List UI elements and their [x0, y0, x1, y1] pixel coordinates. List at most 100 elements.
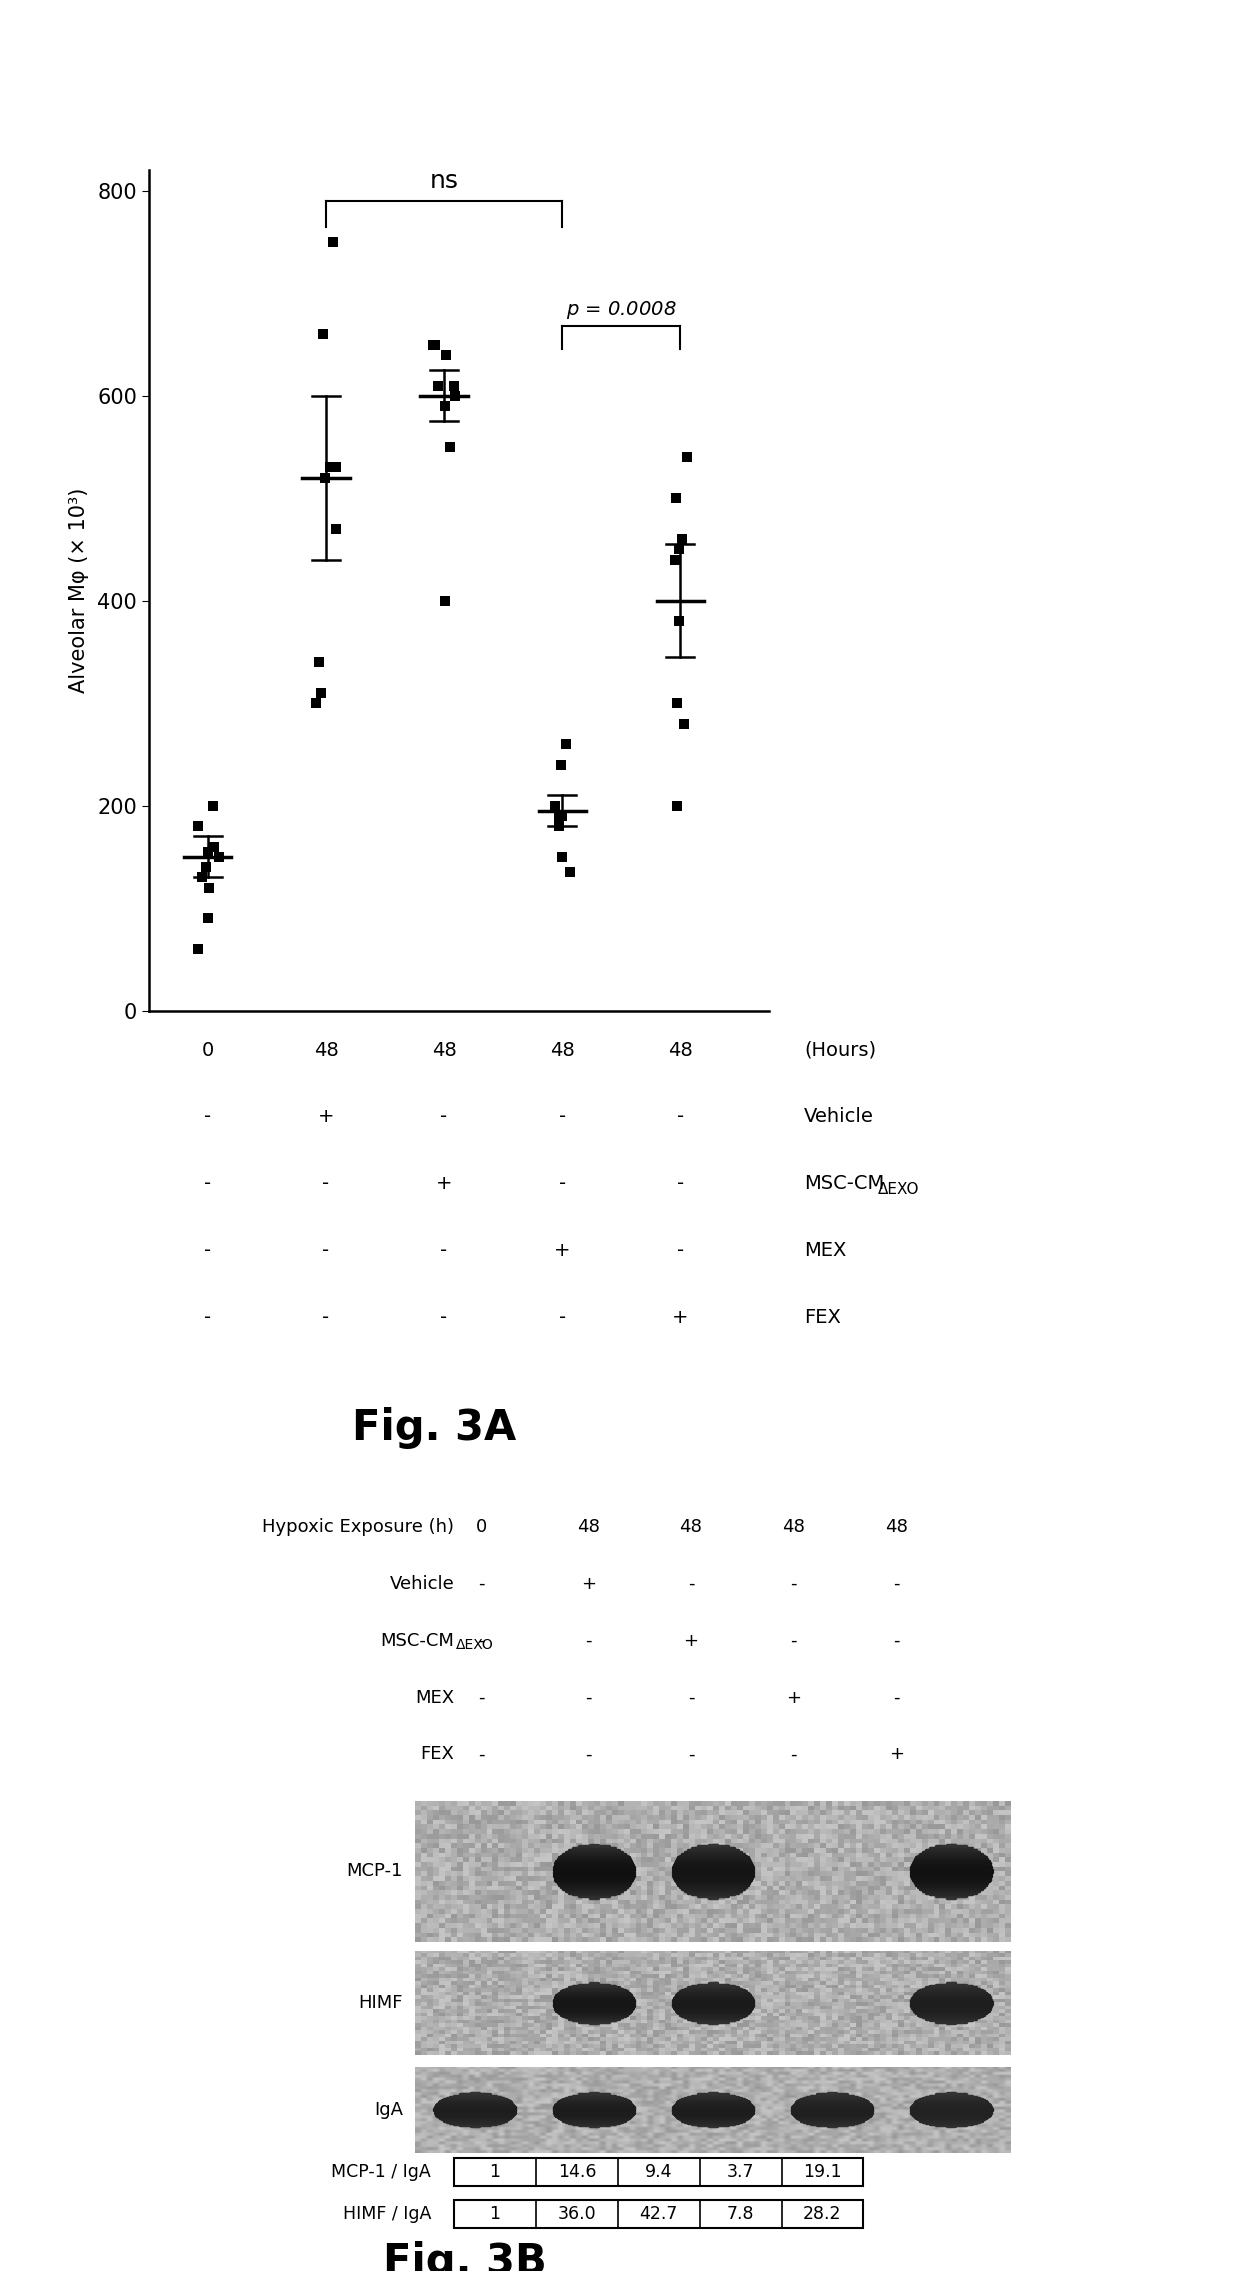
Text: -: - [688, 1576, 694, 1592]
Point [203, 788, 223, 824]
Text: -: - [790, 1576, 797, 1592]
Point [672, 520, 692, 556]
Text: Fig. 3B: Fig. 3B [383, 2241, 547, 2271]
Point [560, 854, 580, 890]
Text: MSC-CM: MSC-CM [805, 1174, 884, 1192]
Text: ns: ns [429, 168, 459, 193]
Y-axis label: Alveolar Mφ (× 10³): Alveolar Mφ (× 10³) [68, 488, 89, 693]
Text: -: - [893, 1576, 899, 1592]
Point [670, 531, 689, 568]
Text: -: - [893, 1690, 899, 1706]
Text: ΔEXO: ΔEXO [456, 1637, 494, 1653]
Text: HIMF: HIMF [358, 1994, 403, 2012]
Text: +: + [317, 1108, 335, 1126]
Text: +: + [786, 1690, 801, 1706]
Point [198, 833, 218, 870]
Point [425, 327, 445, 363]
Text: -: - [688, 1690, 694, 1706]
Point [444, 368, 464, 404]
Text: -: - [322, 1308, 330, 1326]
Point [320, 450, 340, 486]
Point [309, 645, 329, 681]
Point [667, 686, 687, 722]
Text: 1: 1 [490, 2205, 501, 2223]
Text: -: - [585, 1633, 591, 1649]
Text: 0: 0 [202, 1040, 215, 1061]
Point [198, 899, 218, 936]
Text: 48: 48 [782, 1519, 805, 1535]
Text: -: - [322, 1174, 330, 1192]
Text: 1: 1 [490, 2162, 501, 2180]
Text: 48: 48 [577, 1519, 600, 1535]
Text: +: + [580, 1576, 595, 1592]
Text: +: + [435, 1174, 453, 1192]
Text: MCP-1 / IgA: MCP-1 / IgA [331, 2162, 432, 2180]
Text: Hypoxic Exposure (h): Hypoxic Exposure (h) [263, 1519, 454, 1535]
Text: -: - [440, 1242, 448, 1260]
Point [552, 747, 572, 783]
Point [667, 788, 687, 824]
Text: IgA: IgA [374, 2101, 403, 2119]
Point [670, 604, 689, 640]
Text: 36.0: 36.0 [558, 2205, 596, 2223]
Text: FEX: FEX [420, 1746, 454, 1762]
Bar [454, 2201, 863, 2228]
Point [188, 808, 208, 845]
Text: +: + [672, 1308, 688, 1326]
Point [315, 459, 335, 495]
Point [435, 584, 455, 620]
Point [428, 368, 448, 404]
Text: 19.1: 19.1 [804, 2162, 842, 2180]
Point [205, 829, 224, 865]
Text: 48: 48 [314, 1040, 339, 1061]
Text: 48: 48 [549, 1040, 574, 1061]
Text: HIMF / IgA: HIMF / IgA [342, 2205, 432, 2223]
Point [552, 797, 572, 833]
Text: +: + [889, 1746, 904, 1762]
Point [314, 316, 334, 352]
Point [677, 438, 697, 475]
Text: -: - [688, 1746, 694, 1762]
Text: -: - [205, 1308, 211, 1326]
Text: -: - [677, 1242, 683, 1260]
Text: -: - [558, 1108, 565, 1126]
Text: MSC-CM: MSC-CM [381, 1633, 454, 1649]
Text: -: - [477, 1633, 485, 1649]
Text: 14.6: 14.6 [558, 2162, 596, 2180]
Text: -: - [790, 1633, 797, 1649]
Text: -: - [558, 1174, 565, 1192]
Point [196, 849, 216, 886]
Point [311, 674, 331, 711]
Text: Vehicle: Vehicle [389, 1576, 454, 1592]
Point [675, 706, 694, 743]
Text: -: - [585, 1690, 591, 1706]
Text: -: - [677, 1174, 683, 1192]
Text: 7.8: 7.8 [727, 2205, 754, 2223]
Text: +: + [554, 1242, 570, 1260]
Text: +: + [683, 1633, 698, 1649]
Text: FEX: FEX [805, 1308, 841, 1326]
Text: -: - [558, 1308, 565, 1326]
Point [445, 377, 465, 413]
Text: -: - [205, 1242, 211, 1260]
Point [192, 858, 212, 895]
Point [324, 225, 343, 261]
Text: 48: 48 [885, 1519, 908, 1535]
Point [210, 838, 229, 874]
Text: -: - [585, 1746, 591, 1762]
Text: MCP-1: MCP-1 [347, 1862, 403, 1880]
Text: 42.7: 42.7 [640, 2205, 678, 2223]
Text: -: - [440, 1108, 448, 1126]
Text: 28.2: 28.2 [804, 2205, 842, 2223]
Point [549, 808, 569, 845]
Text: -: - [205, 1108, 211, 1126]
Point [557, 727, 577, 763]
Text: Vehicle: Vehicle [805, 1108, 874, 1126]
Text: -: - [477, 1746, 485, 1762]
Point [435, 388, 455, 425]
Text: Fig. 3A: Fig. 3A [352, 1408, 516, 1449]
Text: 48: 48 [668, 1040, 693, 1061]
Text: 3.7: 3.7 [727, 2162, 754, 2180]
Text: 48: 48 [432, 1040, 456, 1061]
Text: -: - [205, 1174, 211, 1192]
